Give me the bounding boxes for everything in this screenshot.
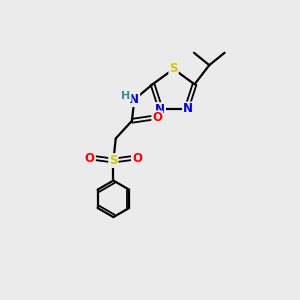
Text: S: S <box>109 154 118 167</box>
Text: S: S <box>169 62 178 75</box>
Text: N: N <box>155 103 165 116</box>
Text: N: N <box>129 93 139 106</box>
Text: O: O <box>152 111 162 124</box>
Text: H: H <box>122 91 131 101</box>
Text: O: O <box>132 152 142 165</box>
Text: O: O <box>85 152 95 165</box>
Text: N: N <box>183 103 193 116</box>
